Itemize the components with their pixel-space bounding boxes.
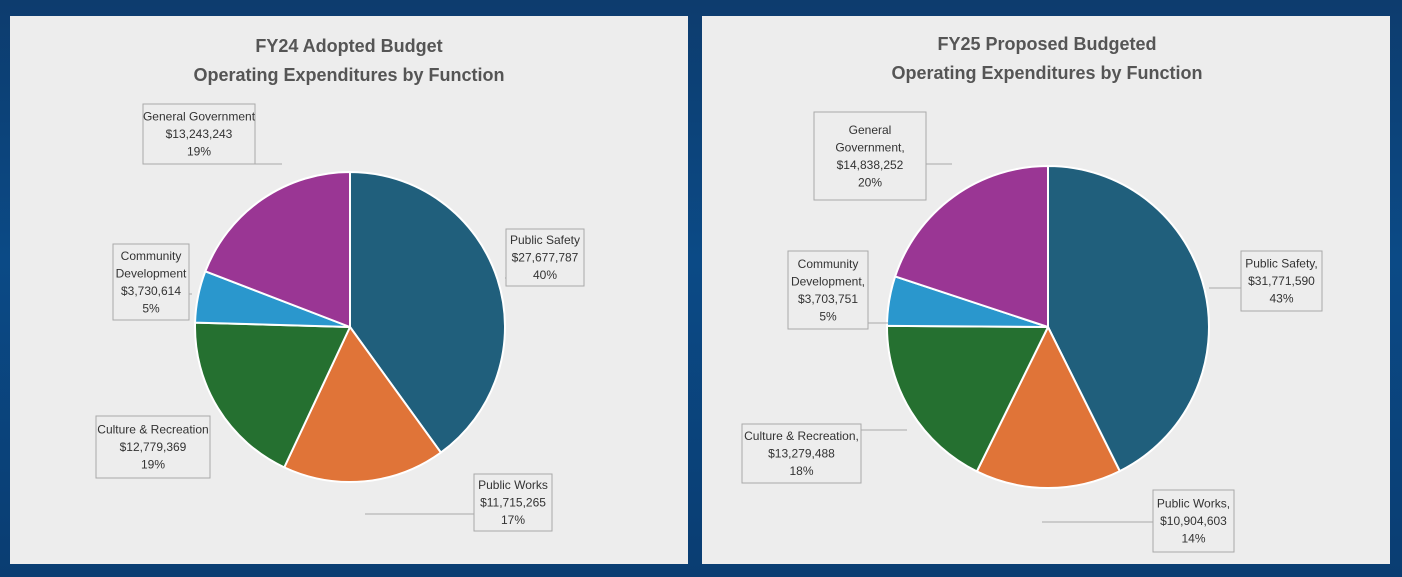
fy25-label-text: Development, xyxy=(791,274,865,288)
fy25-label-text: 5% xyxy=(819,309,837,323)
fy24-label-text: $3,730,614 xyxy=(121,284,181,298)
fy25-chart-title-line-1: FY25 Proposed Budgeted xyxy=(937,34,1156,54)
fy24-label-box xyxy=(112,243,190,321)
fy25-label-text: Community xyxy=(798,257,859,271)
fy25-label-box xyxy=(787,250,869,330)
fy25-data-label-general-government: General Government, $14,838,252 20% xyxy=(813,111,952,201)
fy25-data-label-culture-recreation: Culture & Recreation, $13,279,488 18% xyxy=(741,423,907,484)
fy25-chart-panel: FY25 Proposed Budgeted Operating Expendit… xyxy=(702,16,1390,564)
fy24-chart-title-line-1: FY24 Adopted Budget xyxy=(255,36,442,56)
fy25-label-box xyxy=(741,423,862,484)
fy24-chart-panel: FY24 Adopted Budget Operating Expenditure… xyxy=(10,16,688,564)
fy25-label-box xyxy=(813,111,927,201)
fy25-label-text: Culture & Recreation, xyxy=(744,429,859,443)
fy24-data-label-general-government: General Government $13,243,243 19% xyxy=(142,103,282,165)
fy25-label-text: 43% xyxy=(1269,292,1293,306)
fy24-pie-chart: FY24 Adopted Budget Operating Expenditure… xyxy=(95,36,585,532)
fy25-slice-public-works xyxy=(975,326,1121,489)
fy25-label-text: General xyxy=(849,123,892,137)
fy24-label-box xyxy=(142,103,256,165)
fy25-label-text: Public Safety, xyxy=(1245,257,1317,271)
fy25-slice-culture-recreation xyxy=(885,324,1049,473)
fy24-slice-culture-recreation xyxy=(194,321,351,469)
fy24-slice-public-works xyxy=(283,326,442,483)
fy24-label-text: $12,779,369 xyxy=(120,440,187,454)
fy24-label-text: Public Works xyxy=(478,478,548,492)
fy25-label-text: 18% xyxy=(789,464,813,478)
fy24-slice-general-government xyxy=(204,171,351,328)
fy24-data-label-community-development: Community Development $3,730,614 5% xyxy=(112,243,192,321)
fy25-chart-title-line-2: Operating Expenditures by Function xyxy=(891,63,1202,83)
fy25-label-text: 20% xyxy=(858,175,882,189)
fy25-label-text: $13,279,488 xyxy=(768,447,835,461)
fy25-label-text: $3,703,751 xyxy=(798,292,858,306)
fy24-label-text: 40% xyxy=(533,268,557,282)
fy25-label-text: $31,771,590 xyxy=(1248,274,1315,288)
fy25-data-label-public-works: Public Works, $10,904,603 14% xyxy=(1042,489,1235,553)
fy25-pie-chart: FY25 Proposed Budgeted Operating Expendit… xyxy=(741,34,1323,553)
fy25-data-label-community-development: Community Development, $3,703,751 5% xyxy=(787,250,888,330)
fy24-label-text: 19% xyxy=(141,458,165,472)
fy24-label-text: 17% xyxy=(501,513,525,527)
fy25-slice-general-government xyxy=(894,165,1049,328)
fy24-label-box xyxy=(473,473,553,532)
fy25-data-label-public-safety: Public Safety, $31,771,590 43% xyxy=(1209,250,1323,312)
fy24-label-box xyxy=(505,228,585,287)
fy25-label-text: $14,838,252 xyxy=(837,158,904,172)
fy24-label-text: Development xyxy=(116,266,187,280)
fy25-label-box xyxy=(1240,250,1323,312)
fy24-data-label-public-safety: Public Safety $27,677,787 40% xyxy=(505,228,585,287)
fy24-chart-title-line-2: Operating Expenditures by Function xyxy=(193,65,504,85)
fy24-label-box xyxy=(95,415,211,479)
fy24-label-text: $13,243,243 xyxy=(166,127,233,141)
fy24-slice-public-safety xyxy=(349,171,506,454)
fy24-label-text: Community xyxy=(121,249,182,263)
fy25-label-text: Government, xyxy=(835,140,904,154)
fy24-label-text: Culture & Recreation xyxy=(97,423,208,437)
fy24-data-label-public-works: Public Works $11,715,265 17% xyxy=(365,473,553,532)
fy25-label-text: $10,904,603 xyxy=(1160,514,1227,528)
fy25-label-box xyxy=(1152,489,1235,553)
fy24-label-text: 5% xyxy=(142,301,160,315)
fy24-label-text: Public Safety xyxy=(510,233,580,247)
fy24-label-text: General Government xyxy=(143,110,256,124)
fy24-label-text: 19% xyxy=(187,145,211,159)
fy24-label-text: $27,677,787 xyxy=(512,251,579,265)
fy24-data-label-culture-recreation: Culture & Recreation $12,779,369 19% xyxy=(95,415,211,479)
fy25-label-text: Public Works, xyxy=(1157,497,1230,511)
fy25-label-text: 14% xyxy=(1181,532,1205,546)
fy24-label-text: $11,715,265 xyxy=(480,496,546,510)
fy25-slice-public-safety xyxy=(1047,165,1210,473)
